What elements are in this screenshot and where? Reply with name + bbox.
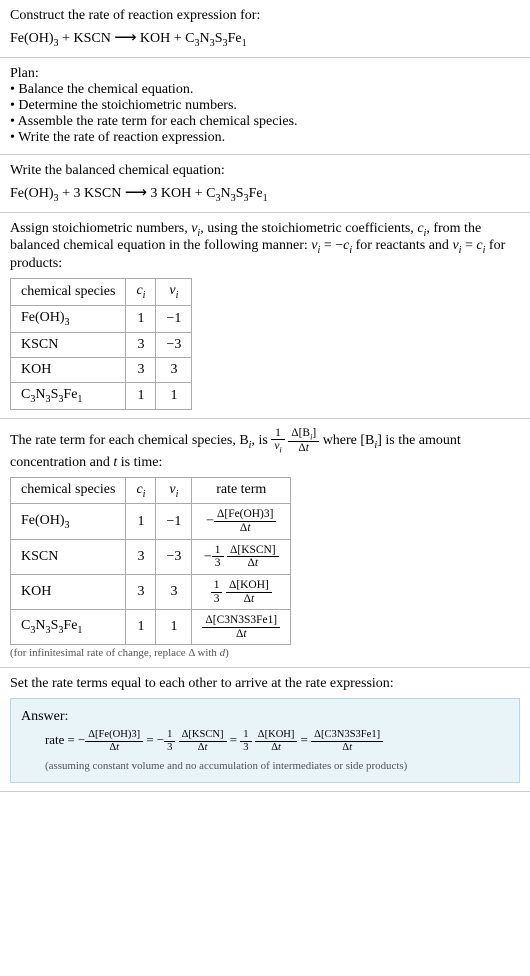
ci-cell: 3 xyxy=(126,574,156,609)
col-species: chemical species xyxy=(11,279,126,306)
table-row: C3N3S3Fe1 1 1 xyxy=(11,382,192,409)
rate-expression: rate = −Δ[Fe(OH)3]Δt = −13 Δ[KSCN]Δt = 1… xyxy=(21,729,509,753)
plan-item: Write the rate of reaction expression. xyxy=(10,130,520,146)
col-rate: rate term xyxy=(192,477,291,504)
answer-title: Set the rate terms equal to each other t… xyxy=(10,676,520,692)
species-cell: Fe(OH)3 xyxy=(11,504,126,539)
table-header-row: chemical species ci νi rate term xyxy=(11,477,291,504)
stoich-section: Assign stoichiometric numbers, νi, using… xyxy=(0,213,530,419)
stoich-table: chemical species ci νi Fe(OH)3 1 −1 KSCN… xyxy=(10,278,192,409)
problem-title: Construct the rate of reaction expressio… xyxy=(10,8,520,24)
species-cell: KOH xyxy=(11,357,126,382)
table-row: Fe(OH)3 1 −1 xyxy=(11,305,192,332)
nui-cell: 1 xyxy=(156,610,192,645)
answer-label: Answer: xyxy=(21,709,509,725)
species-cell: KSCN xyxy=(11,539,126,574)
table-row: KSCN 3 −3 xyxy=(11,332,192,357)
col-nui: νi xyxy=(156,279,192,306)
col-species: chemical species xyxy=(11,477,126,504)
balanced-title: Write the balanced chemical equation: xyxy=(10,163,520,179)
plan-item: Balance the chemical equation. xyxy=(10,82,520,98)
col-ci: ci xyxy=(126,477,156,504)
ci-cell: 1 xyxy=(126,305,156,332)
nui-cell: 1 xyxy=(156,382,192,409)
nui-cell: −3 xyxy=(156,332,192,357)
col-nui: νi xyxy=(156,477,192,504)
rate-term-table: chemical species ci νi rate term Fe(OH)3… xyxy=(10,477,291,646)
species-cell: KSCN xyxy=(11,332,126,357)
nui-cell: 3 xyxy=(156,574,192,609)
species-cell: Fe(OH)3 xyxy=(11,305,126,332)
plan-title: Plan: xyxy=(10,66,520,82)
rate-term-section: The rate term for each chemical species,… xyxy=(0,419,530,669)
answer-box: Answer: rate = −Δ[Fe(OH)3]Δt = −13 Δ[KSC… xyxy=(10,698,520,782)
rate-cell: 13 Δ[KOH]Δt xyxy=(192,574,291,609)
ci-cell: 1 xyxy=(126,610,156,645)
species-cell: C3N3S3Fe1 xyxy=(11,610,126,645)
rate-cell: Δ[C3N3S3Fe1]Δt xyxy=(192,610,291,645)
balanced-section: Write the balanced chemical equation: Fe… xyxy=(0,155,530,213)
nui-cell: −1 xyxy=(156,504,192,539)
fraction: Δ[Bi]Δt xyxy=(288,427,319,455)
table-row: KOH 3 3 xyxy=(11,357,192,382)
table-header-row: chemical species ci νi xyxy=(11,279,192,306)
ci-cell: 3 xyxy=(126,357,156,382)
nui-cell: −1 xyxy=(156,305,192,332)
problem-statement: Construct the rate of reaction expressio… xyxy=(0,0,530,58)
plan-item: Assemble the rate term for each chemical… xyxy=(10,114,520,130)
table-row: Fe(OH)3 1 −1 −Δ[Fe(OH)3]Δt xyxy=(11,504,291,539)
fraction: 1νi xyxy=(271,427,284,455)
stoich-text: Assign stoichiometric numbers, νi, using… xyxy=(10,221,520,273)
plan-item: Determine the stoichiometric numbers. xyxy=(10,98,520,114)
species-cell: KOH xyxy=(11,574,126,609)
unbalanced-equation: Fe(OH)3 + KSCN ⟶ KOH + C3N3S3Fe1 xyxy=(10,28,520,49)
rate-term-text: The rate term for each chemical species,… xyxy=(10,427,520,471)
col-ci: ci xyxy=(126,279,156,306)
nui-cell: −3 xyxy=(156,539,192,574)
nui-cell: 3 xyxy=(156,357,192,382)
ci-cell: 3 xyxy=(126,539,156,574)
table-row: KOH 3 3 13 Δ[KOH]Δt xyxy=(11,574,291,609)
ci-cell: 3 xyxy=(126,332,156,357)
plan-list: Balance the chemical equation. Determine… xyxy=(10,82,520,146)
delta-note: (for infinitesimal rate of change, repla… xyxy=(10,647,520,659)
plan-section: Plan: Balance the chemical equation. Det… xyxy=(0,58,530,155)
table-row: KSCN 3 −3 −13 Δ[KSCN]Δt xyxy=(11,539,291,574)
balanced-equation: Fe(OH)3 + 3 KSCN ⟶ 3 KOH + C3N3S3Fe1 xyxy=(10,183,520,204)
answer-section: Set the rate terms equal to each other t… xyxy=(0,668,530,791)
table-row: C3N3S3Fe1 1 1 Δ[C3N3S3Fe1]Δt xyxy=(11,610,291,645)
ci-cell: 1 xyxy=(126,504,156,539)
ci-cell: 1 xyxy=(126,382,156,409)
rate-cell: −13 Δ[KSCN]Δt xyxy=(192,539,291,574)
species-cell: C3N3S3Fe1 xyxy=(11,382,126,409)
rate-cell: −Δ[Fe(OH)3]Δt xyxy=(192,504,291,539)
answer-note: (assuming constant volume and no accumul… xyxy=(21,760,509,772)
